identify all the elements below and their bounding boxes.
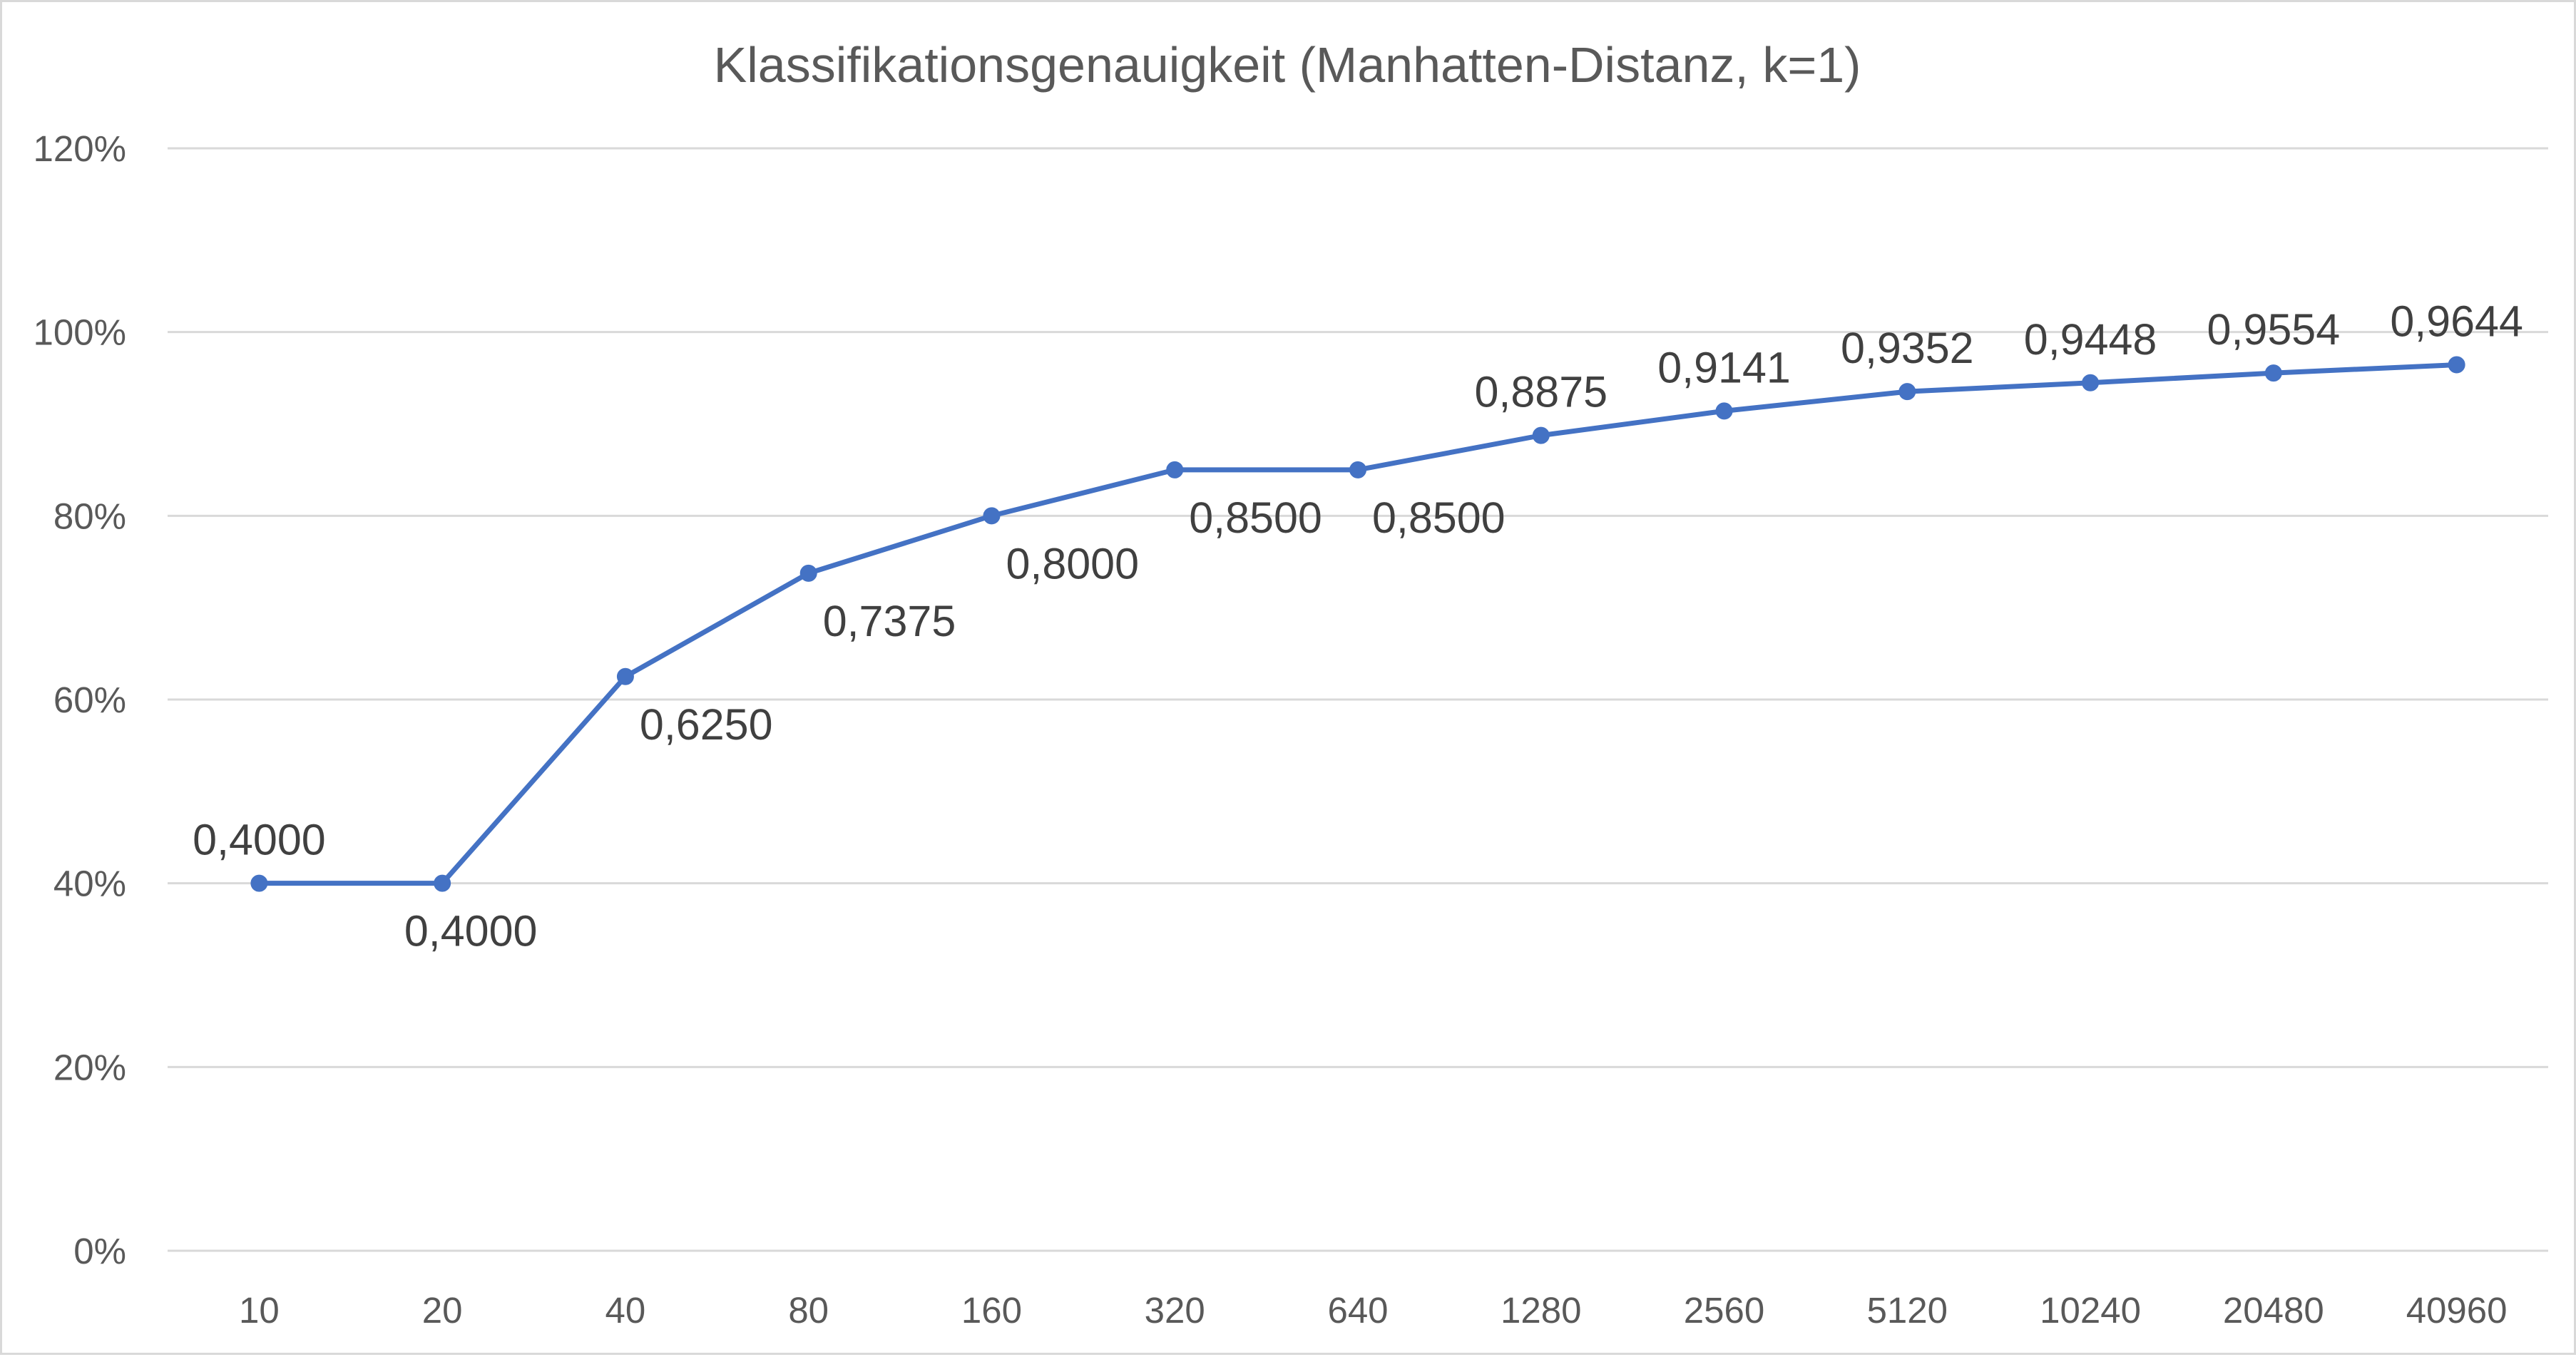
x-tick-label: 1280 [1501, 1290, 1581, 1331]
data-label: 0,9448 [2024, 315, 2157, 364]
y-tick-label: 60% [53, 680, 126, 720]
gridlines [168, 147, 2548, 1252]
x-tick-label: 20 [422, 1290, 463, 1331]
data-label: 0,4000 [404, 907, 538, 956]
data-point [2448, 356, 2465, 374]
x-tick-label: 320 [1145, 1290, 1205, 1331]
data-label: 0,9554 [2207, 305, 2341, 354]
data-point [799, 564, 817, 582]
x-tick-label: 640 [1327, 1290, 1388, 1331]
data-point [1349, 461, 1366, 478]
x-tick-label: 5120 [1867, 1290, 1948, 1331]
x-tick-label: 20480 [2223, 1290, 2324, 1331]
data-point [616, 667, 634, 685]
x-tick-label: 10 [239, 1290, 280, 1331]
y-tick-label: 80% [53, 496, 126, 536]
data-labels: 0,4000 0,4000 0,6250 0,7375 0,8000 0,8500 0,85… [193, 297, 2523, 956]
x-tick-label: 40960 [2406, 1290, 2508, 1331]
data-label: 0,8875 [1474, 368, 1608, 416]
data-point [434, 874, 451, 892]
data-label: 0,8500 [1189, 493, 1322, 542]
y-axis: 0% 20% 40% 60% 80% 100% 120% [34, 128, 126, 1271]
data-label: 0,8000 [1006, 539, 1139, 588]
y-tick-label: 100% [34, 312, 126, 353]
x-tick-label: 40 [605, 1290, 646, 1331]
series-line [256, 362, 2460, 886]
data-point [983, 507, 1001, 525]
data-point [1715, 402, 1733, 420]
series [250, 356, 2465, 892]
x-tick-label: 80 [788, 1290, 829, 1331]
x-tick-label: 160 [961, 1290, 1022, 1331]
y-tick-label: 40% [53, 864, 126, 904]
data-point [1898, 383, 1916, 401]
data-label: 0,9141 [1657, 343, 1791, 391]
data-label: 0,6250 [640, 700, 773, 749]
data-point [2264, 364, 2282, 382]
data-point [250, 874, 268, 892]
data-label: 0,7375 [823, 597, 956, 645]
x-axis: 10 20 40 80 160 320 640 1280 2560 5120 10240 20480 4… [239, 1290, 2508, 1331]
data-label: 0,4000 [193, 816, 326, 864]
data-label: 0,8500 [1372, 493, 1506, 542]
y-tick-label: 20% [53, 1047, 126, 1087]
x-tick-label: 10240 [2040, 1290, 2141, 1331]
data-label: 0,9352 [1841, 324, 1974, 372]
y-tick-label: 0% [73, 1231, 126, 1271]
chart-title: Klassifikationsgenauigkeit (Manhatten-Di… [714, 37, 1861, 93]
data-point [1166, 461, 1184, 478]
data-label: 0,9644 [2390, 297, 2523, 346]
data-point [2082, 374, 2100, 391]
data-point [1532, 426, 1550, 444]
x-tick-label: 2560 [1684, 1290, 1764, 1331]
y-tick-label: 120% [34, 128, 126, 169]
